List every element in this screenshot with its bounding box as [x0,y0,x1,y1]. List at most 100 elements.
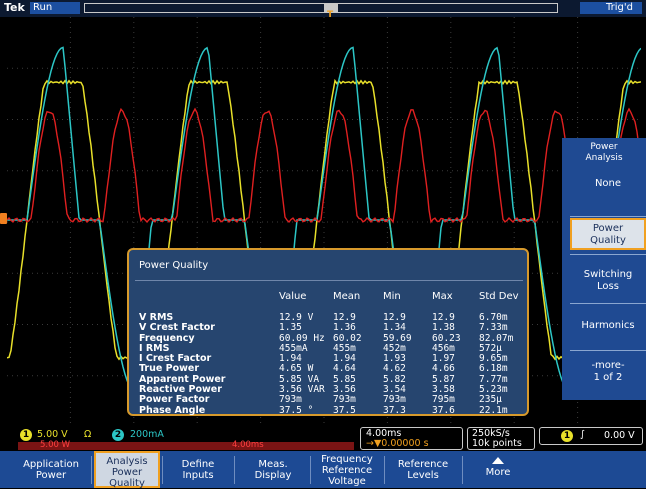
row-label: True Power [139,363,200,375]
side-button-more[interactable]: -more- 1 of 2 [591,360,625,383]
cell-std: 6.18m [479,363,508,375]
cell-value: 5.85 VA [279,373,320,385]
row-label: I Crest Factor [139,353,212,365]
trigger-position-marker: T [327,10,334,20]
ch2-scale[interactable]: 200mA [130,429,164,440]
cell-value: 37.5 ° [279,404,314,416]
math-waveform [7,107,641,224]
column-header-mean: Mean [333,291,361,302]
ch1-ground-marker[interactable] [0,213,7,224]
trigger-slope: ∫ [580,429,585,440]
min-column: 12.9 1.34 59.69 452m 1.93 4.62 5.82 3.54 793m 37.… [383,312,412,416]
timebase-box[interactable] [360,427,463,450]
cell-value: 60.09 Hz [279,332,325,344]
channel-status-bar: 1 5.00 V Ω 2 200mA 5.00 W 4.00ms 4.00ms … [0,427,646,450]
cell-mean: 3.56 [333,384,356,396]
cell-value: 1.94 [279,353,302,365]
math-scale: 5.00 W [40,440,71,450]
trigger-box[interactable] [539,427,643,445]
bottom-button-analysis[interactable]: Analysis Power Quality [94,451,160,489]
cell-max: 5.87 [432,373,455,385]
side-separator [570,303,646,304]
side-button-switching-loss[interactable]: Switching Loss [583,269,633,292]
side-button-harmonics[interactable]: Harmonics [581,320,635,331]
cell-min: 37.3 [383,404,406,416]
side-button-power-quality[interactable]: Power Quality [570,218,646,250]
cell-value: 4.65 W [279,363,314,375]
row-label: V Crest Factor [139,322,215,334]
bottom-button-application[interactable]: Application Power [23,459,79,481]
column-header-value: Value [279,291,307,302]
power-quality-panel: Power Quality Value Mean Min Max Std Dev… [127,248,529,416]
cell-min: 793m [383,394,406,406]
side-separator [570,254,646,255]
row-label: Apparent Power [139,373,226,385]
panel-title: Power Quality [139,260,209,271]
acquisition-state: Run [30,2,80,14]
side-menu-title: Power Analysis [585,142,623,163]
cell-max: 4.66 [432,363,455,375]
cell-value: 1.35 [279,322,302,334]
cell-std: 7.33m [479,322,508,334]
acquisition-box[interactable] [467,427,535,450]
max-column: 12.9 1.38 60.23 456m 1.97 4.66 5.87 3.58 795m 37.… [432,312,461,416]
cell-max: 456m [432,342,455,354]
row-label: Reactive Power [139,384,222,396]
row-label: V RMS [139,312,174,323]
mean-column: 12.9 1.36 60.02 455m 1.94 4.64 5.85 3.56 793m 37.… [333,312,362,416]
cell-mean: 4.64 [333,363,356,375]
record-view-window [324,3,338,13]
up-arrow-icon [492,457,504,464]
column-header-max: Max [432,291,453,302]
row-label: I RMS [139,342,170,354]
side-button-none[interactable]: None [594,178,622,189]
cell-std: 6.70m [479,312,508,323]
cell-mean: 60.02 [333,332,362,344]
cell-mean: 455m [333,342,356,354]
ch1-badge[interactable]: 1 [20,429,32,441]
bottom-button-frequency-reference[interactable]: Frequency Reference Voltage [321,454,373,487]
cell-std: 572μ [479,342,502,354]
cell-mean: 12.9 [333,312,356,323]
cell-max: 3.58 [432,384,455,396]
column-header-std-dev: Std Dev [479,291,519,302]
cell-value: 793m [279,394,302,406]
cell-max: 60.23 [432,332,461,344]
menu-separator [462,456,463,484]
power-analysis-side-menu: Power Analysis None Power Quality Switch… [562,138,646,400]
cell-std: 5.23m [479,384,508,396]
bottom-button-define-inputs[interactable]: Define Inputs [181,459,215,481]
math-channel-bar[interactable] [18,442,354,450]
panel-divider [135,280,523,281]
ch1-scale[interactable]: 5.00 V [37,429,68,440]
cell-max: 1.97 [432,353,455,365]
cell-std: 82.07m [479,332,514,344]
cell-value: 3.56 VAR [279,384,325,396]
cell-std: 22.1m [479,404,508,416]
cell-min: 4.62 [383,363,406,375]
side-separator [570,216,646,217]
bottom-button-more[interactable]: More [485,467,511,478]
ch2-badge[interactable]: 2 [112,429,124,441]
cell-max: 1.38 [432,322,455,334]
row-label: Power Factor [139,394,210,406]
menu-separator [234,456,235,484]
cell-max: 37.6 [432,404,455,416]
cell-mean: 5.85 [333,373,356,385]
ch1-coupling: Ω [84,429,92,440]
cell-max: 795m [432,394,455,406]
cell-min: 452m [383,342,406,354]
top-status-bar: Tek Run Trig'd [0,0,646,17]
cell-std: 9.65m [479,353,508,365]
record-view-bar [84,3,558,13]
bottom-button-meas-display[interactable]: Meas. Display [254,459,292,481]
cell-mean: 37.5 [333,404,356,416]
ch2-waveform [7,46,641,394]
bottom-button-reference-levels[interactable]: Reference Levels [397,459,449,481]
record-length: 10k points [472,438,522,449]
cell-min: 59.69 [383,332,412,344]
menu-separator [310,456,311,484]
trigger-channel-badge: 1 [561,430,573,442]
menu-separator [162,456,163,484]
menu-separator [91,456,92,484]
